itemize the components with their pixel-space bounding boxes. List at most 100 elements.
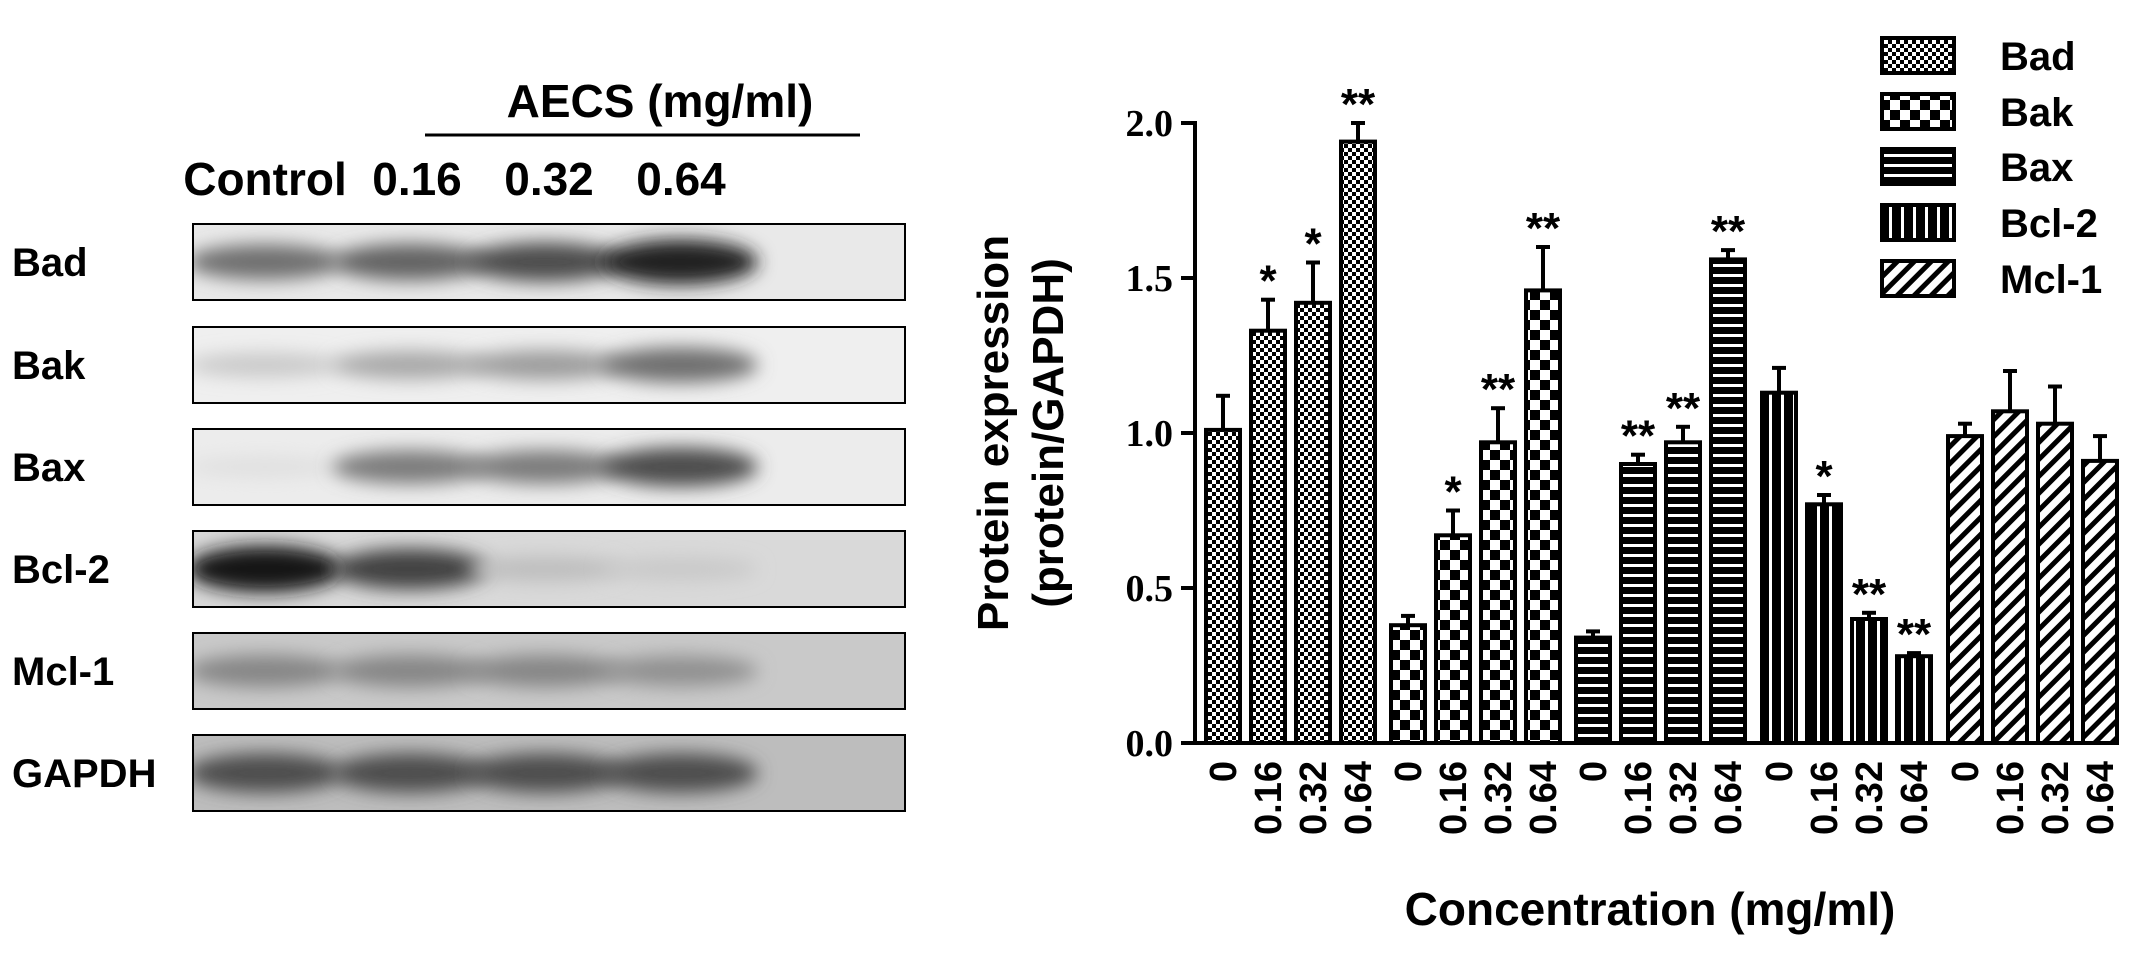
- blot-row-label: Bad: [12, 241, 88, 285]
- blot-band: [332, 753, 488, 793]
- significance-marker: **: [1711, 207, 1746, 256]
- bar: [2081, 458, 2119, 745]
- significance-marker: **: [1897, 610, 1932, 659]
- blot-band: [194, 244, 343, 280]
- y-tick-label: 0.0: [1126, 723, 1174, 765]
- y-axis-label-line2: (protein/GAPDH): [1024, 258, 1073, 608]
- x-tick-label: 0.16: [1248, 761, 1290, 835]
- bar: [1619, 462, 1657, 745]
- legend-item: Bcl-2: [1880, 202, 2098, 246]
- legend-item: Bak: [1880, 91, 2074, 135]
- bar: [1524, 288, 1562, 745]
- blot-row-label: GAPDH: [12, 752, 156, 796]
- x-tick-label: 0.64: [1708, 761, 1750, 835]
- x-tick-label: 0.64: [1338, 761, 1380, 835]
- blot-band: [332, 654, 488, 688]
- x-tick-label: 0.16: [1618, 761, 1660, 835]
- y-axis-label-line1: Protein expression: [969, 235, 1018, 631]
- legend-swatch: [1880, 259, 1956, 298]
- blot-band: [194, 753, 343, 793]
- blot-band: [467, 654, 623, 688]
- x-tick-label: 0: [1388, 761, 1430, 782]
- x-tick-label: 0: [1945, 761, 1987, 782]
- x-tick-label: 0.32: [2035, 761, 2077, 835]
- legend-swatch: [1880, 36, 1956, 75]
- blot-row: Bad: [12, 223, 906, 301]
- bar: [1339, 139, 1377, 746]
- blot-row-label: Bax: [12, 446, 85, 490]
- y-tick-label: 1.0: [1126, 413, 1174, 455]
- significance-marker: **: [1621, 412, 1656, 461]
- blot-band: [602, 447, 758, 487]
- significance-marker: **: [1666, 384, 1701, 433]
- blot-band: [194, 456, 343, 478]
- x-tick-label: 0.32: [1293, 761, 1335, 835]
- significance-marker: **: [1341, 80, 1376, 129]
- bar: [1664, 440, 1702, 745]
- blot-band: [602, 347, 758, 383]
- chart-legend: Bad Bak Bax Bcl-2 Mcl-1: [1880, 35, 2102, 302]
- western-blot-panel: AECS (mg/ml) Control 0.16 0.32 0.64 BadBakB…: [12, 75, 906, 812]
- legend-label: Bak: [2000, 91, 2074, 135]
- significance-marker: **: [1852, 570, 1887, 619]
- x-tick-label: 0.32: [1478, 761, 1520, 835]
- blot-lane-label: 0.64: [636, 153, 726, 205]
- significance-marker: *: [1444, 468, 1462, 517]
- legend-label: Bad: [2000, 35, 2076, 79]
- blot-band: [332, 350, 488, 380]
- blot-row: Bax: [12, 428, 906, 506]
- legend-label: Mcl-1: [2000, 258, 2102, 302]
- bar-chart: Protein expression (protein/GAPDH) 0.0 0.…: [969, 35, 2122, 935]
- series-bcl-2: *****: [1760, 365, 1933, 746]
- bar: [1895, 654, 1933, 746]
- blot-lane-label: Control: [183, 153, 347, 205]
- legend-swatch: [1880, 92, 1956, 131]
- blot-band: [467, 450, 623, 484]
- x-tick-label: 0: [1203, 761, 1245, 782]
- bar: [1760, 390, 1798, 745]
- series-bak: *****: [1389, 204, 1562, 746]
- blot-row-label: Bcl-2: [12, 548, 110, 592]
- bar: [1805, 502, 1843, 745]
- bar: [1294, 300, 1332, 745]
- x-tick-label: 0.64: [1523, 761, 1565, 835]
- blot-band: [194, 545, 343, 593]
- blot-lane-label: 0.32: [504, 153, 594, 205]
- legend-label: Bax: [2000, 146, 2073, 190]
- legend-swatch: [1880, 203, 1956, 242]
- blot-band: [332, 243, 488, 281]
- blot-band: [602, 239, 758, 285]
- x-tick-label: 0.16: [1804, 761, 1846, 835]
- x-tick-label: 0.64: [1894, 761, 1936, 835]
- x-tick-label: 0.32: [1663, 761, 1705, 835]
- significance-marker: *: [1815, 452, 1833, 501]
- bar: [1479, 440, 1517, 745]
- bar: [1434, 533, 1472, 745]
- blot-row: Bcl-2: [12, 530, 906, 608]
- legend-item: Bax: [1880, 146, 2073, 190]
- blot-band: [467, 556, 623, 582]
- bar: [1249, 328, 1287, 745]
- y-tick-label: 1.5: [1126, 258, 1174, 300]
- chart-bars: ********************: [1204, 80, 2119, 746]
- bar: [1709, 257, 1747, 745]
- bar: [1574, 635, 1612, 745]
- blot-row: Mcl-1: [12, 632, 906, 710]
- blot-band: [467, 753, 623, 793]
- bar: [1991, 409, 2029, 745]
- x-tick-label: 0.64: [2080, 761, 2122, 835]
- legend-item: Mcl-1: [1880, 258, 2102, 302]
- blot-band: [602, 753, 758, 793]
- blot-lane-labels: Control 0.16 0.32 0.64: [183, 153, 726, 205]
- x-tick-label: 0.32: [1849, 761, 1891, 835]
- blot-band: [602, 655, 758, 687]
- significance-marker: *: [1304, 220, 1322, 269]
- x-tick-label: 0: [1573, 761, 1615, 782]
- blot-band: [467, 350, 623, 380]
- blot-band: [194, 352, 343, 378]
- blot-header: AECS (mg/ml): [507, 75, 814, 127]
- bar: [2036, 421, 2074, 745]
- blot-band: [602, 556, 758, 582]
- series-bax: ******: [1574, 207, 1747, 745]
- legend-label: Bcl-2: [2000, 202, 2098, 246]
